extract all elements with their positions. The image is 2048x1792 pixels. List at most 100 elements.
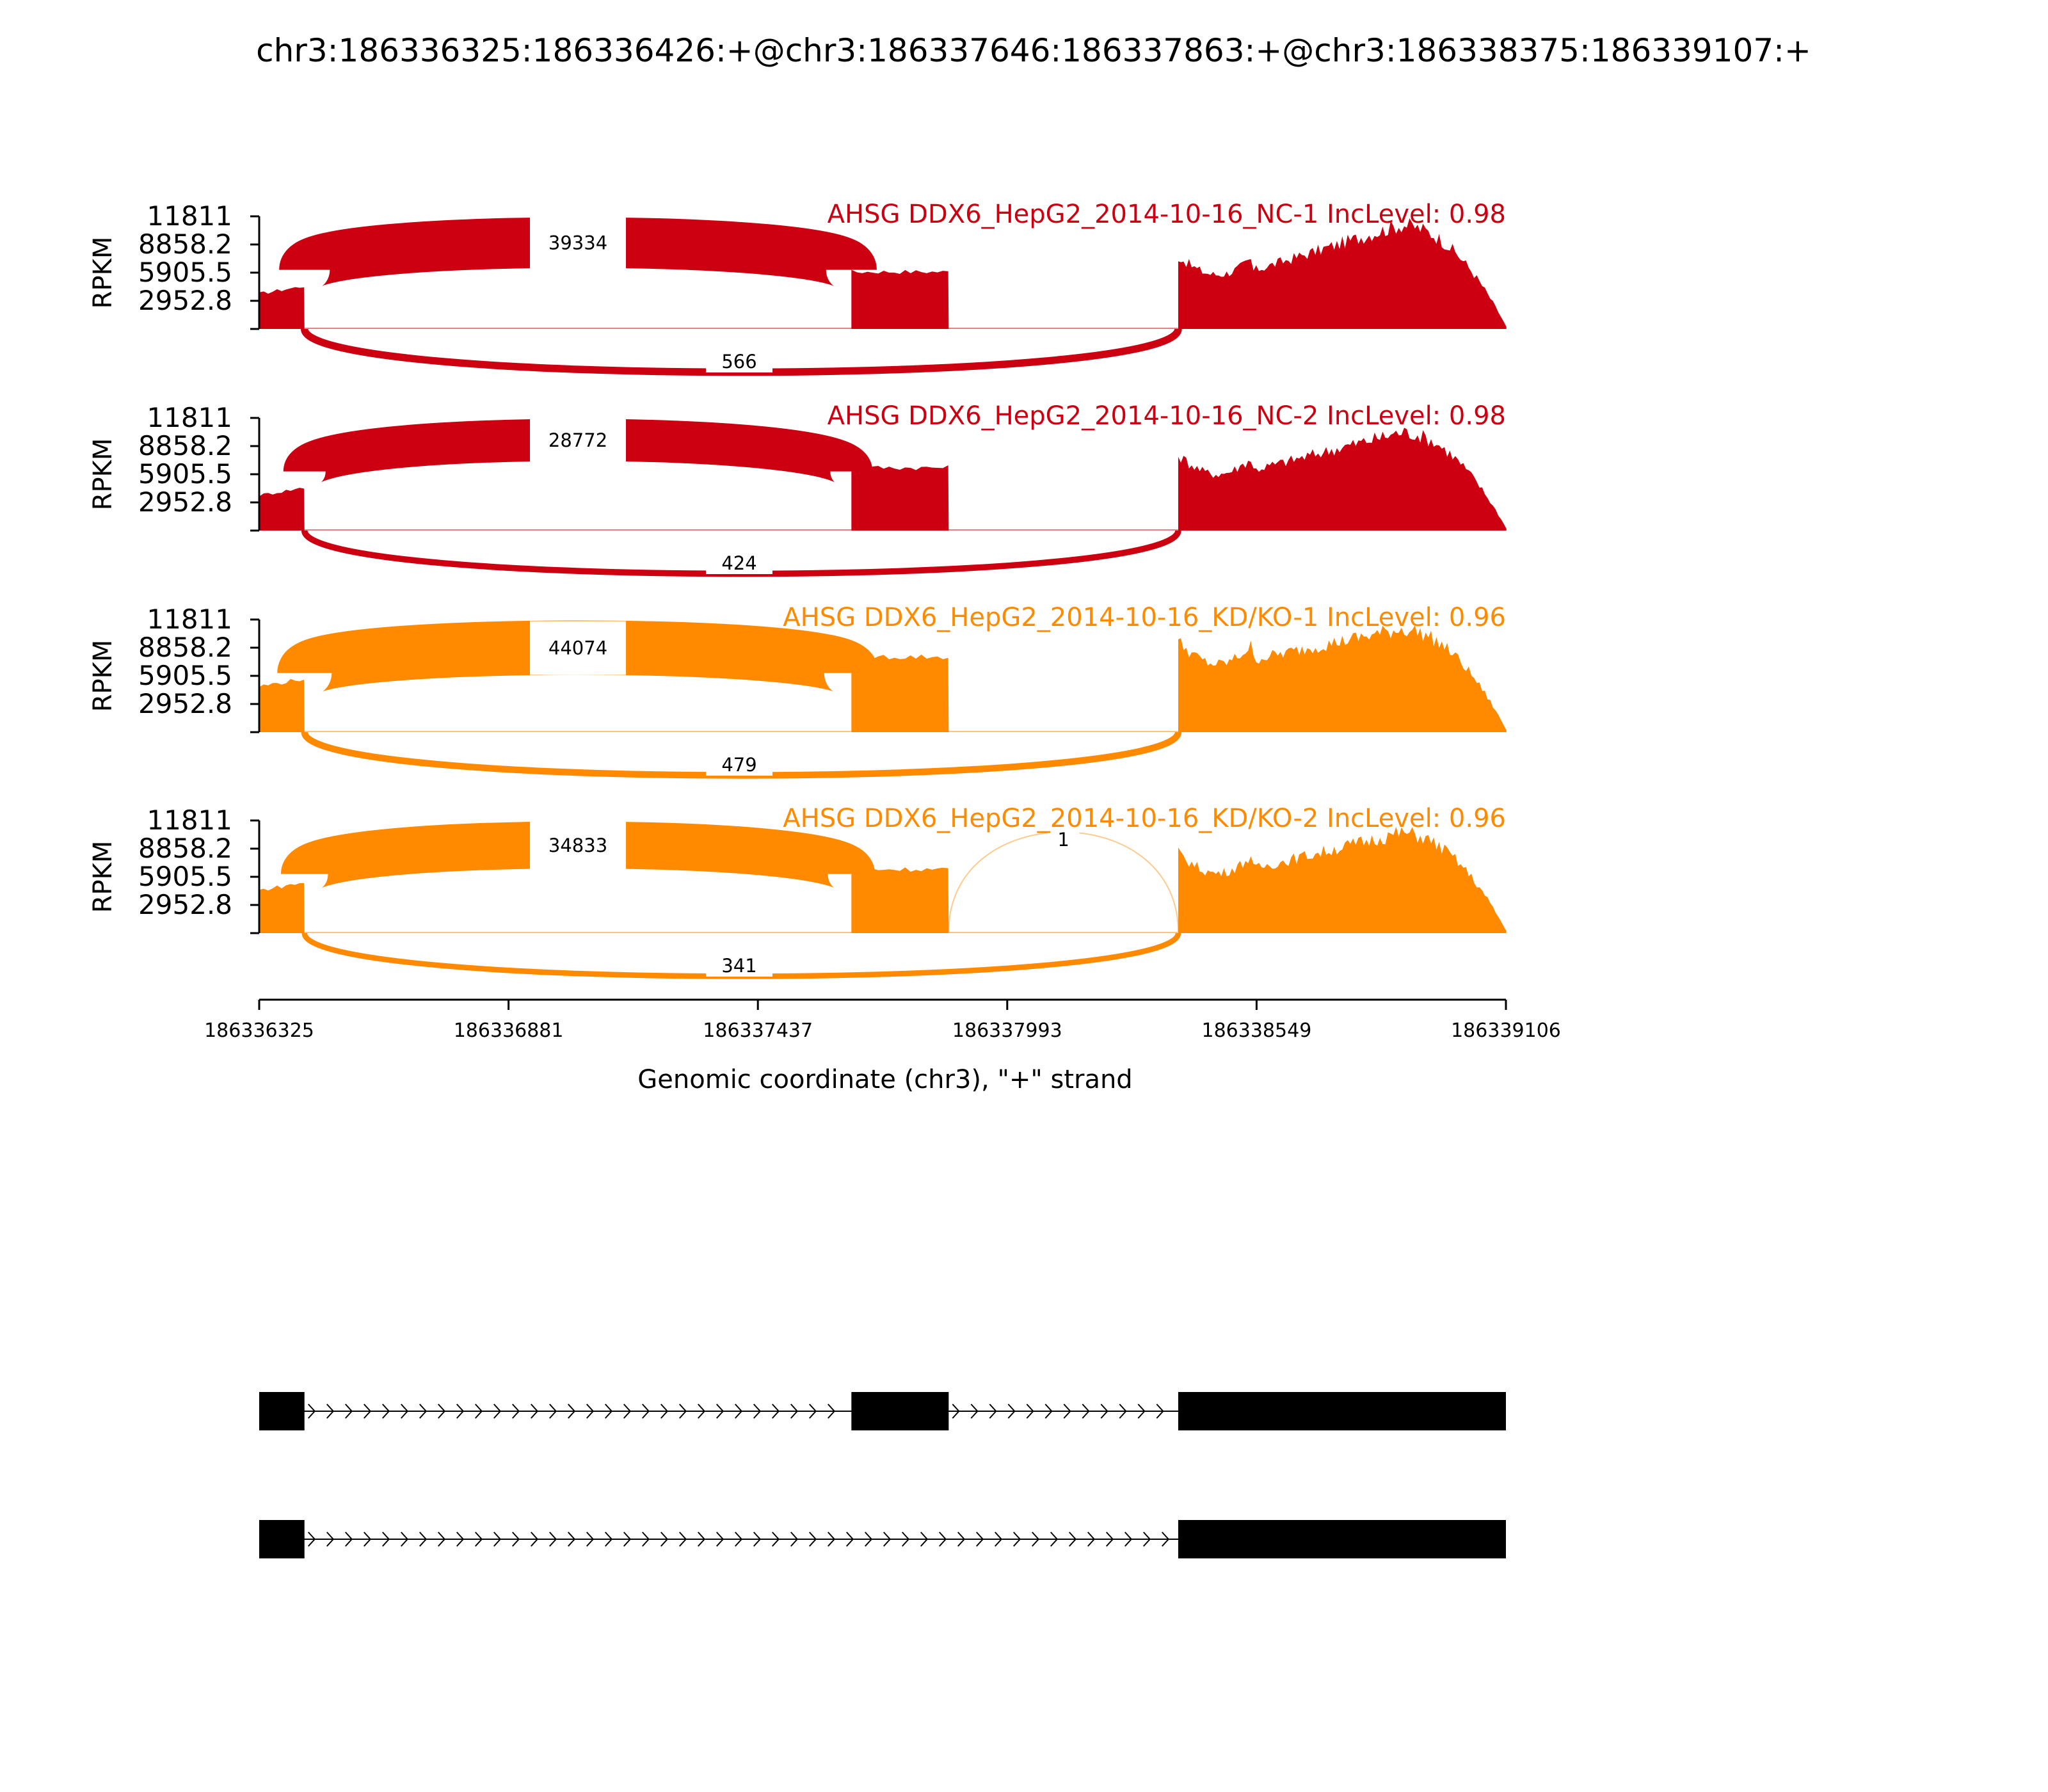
strand-arrow bbox=[364, 1404, 372, 1419]
strand-arrow bbox=[716, 1532, 724, 1547]
exon-block bbox=[259, 1520, 305, 1558]
y-tick-label: 5905.5 bbox=[138, 458, 232, 490]
x-tick-label: 186336881 bbox=[454, 1020, 564, 1042]
y-tick-label: 2952.8 bbox=[138, 486, 232, 518]
y-tick-label: 8858.2 bbox=[138, 632, 232, 663]
strand-arrow bbox=[753, 1532, 762, 1547]
junction-label-bg bbox=[530, 413, 627, 467]
strand-arrow bbox=[1050, 1532, 1059, 1547]
exon-block bbox=[1178, 1520, 1506, 1558]
x-tick-label: 186336325 bbox=[204, 1020, 314, 1042]
strand-arrow bbox=[772, 1404, 780, 1419]
exon-block bbox=[259, 1392, 305, 1430]
junction-count: 39334 bbox=[548, 232, 607, 254]
strand-arrow bbox=[753, 1404, 762, 1419]
coverage-exon2 bbox=[851, 269, 949, 329]
strand-arrow bbox=[1162, 1532, 1170, 1547]
strand-arrow bbox=[531, 1532, 539, 1547]
strand-arrow bbox=[623, 1532, 632, 1547]
strand-arrow bbox=[1013, 1532, 1021, 1547]
strand-arrow bbox=[790, 1404, 799, 1419]
strand-arrow bbox=[1026, 1404, 1034, 1419]
y-axis-label: RPKM bbox=[88, 640, 118, 712]
strand-arrow bbox=[419, 1404, 428, 1419]
junction-label-bg bbox=[706, 954, 772, 977]
strand-arrow bbox=[456, 1404, 465, 1419]
strand-arrow bbox=[493, 1404, 502, 1419]
strand-arrow bbox=[660, 1532, 669, 1547]
strand-arrow bbox=[989, 1404, 997, 1419]
strand-arrow bbox=[698, 1532, 706, 1547]
strand-arrow bbox=[308, 1532, 316, 1547]
strand-arrow bbox=[512, 1532, 520, 1547]
strand-arrow bbox=[568, 1404, 576, 1419]
strand-arrow bbox=[1124, 1532, 1133, 1547]
sample-label: AHSG DDX6_HepG2_2014-10-16_NC-2 IncLevel… bbox=[828, 401, 1506, 431]
y-tick-label: 5905.5 bbox=[138, 257, 232, 288]
coverage-exon2 bbox=[851, 653, 949, 732]
strand-arrow bbox=[735, 1404, 743, 1419]
strand-arrow bbox=[605, 1532, 613, 1547]
coverage-exon3 bbox=[1178, 428, 1507, 531]
strand-arrow bbox=[790, 1532, 799, 1547]
junction-label-bg bbox=[706, 753, 772, 776]
strand-arrow bbox=[382, 1404, 390, 1419]
coverage-exon2 bbox=[851, 465, 949, 531]
strand-arrow bbox=[1100, 1404, 1108, 1419]
strand-arrow bbox=[970, 1404, 979, 1419]
coverage-exon3 bbox=[1178, 625, 1507, 732]
strand-arrow bbox=[809, 1404, 817, 1419]
coverage-exon1 bbox=[259, 488, 305, 531]
strand-arrow bbox=[326, 1404, 335, 1419]
coverage-panels: 39334566118118858.25905.52952.8RPKMAHSG … bbox=[88, 200, 1507, 979]
y-tick-label: 8858.2 bbox=[138, 228, 232, 260]
strand-arrow bbox=[679, 1532, 687, 1547]
strand-arrow bbox=[1044, 1404, 1053, 1419]
strand-arrow bbox=[401, 1404, 409, 1419]
x-axis-label: Genomic coordinate (chr3), "+" strand bbox=[637, 1065, 1132, 1094]
exon-block bbox=[1178, 1392, 1506, 1430]
junction-label-bg bbox=[530, 621, 627, 675]
strand-arrow bbox=[735, 1532, 743, 1547]
junction-count: 566 bbox=[721, 351, 756, 372]
strand-arrow bbox=[1137, 1404, 1146, 1419]
strand-arrow bbox=[586, 1532, 595, 1547]
strand-arrow bbox=[345, 1532, 353, 1547]
x-tick-label: 186337437 bbox=[703, 1020, 813, 1042]
strand-arrow bbox=[438, 1404, 446, 1419]
x-tick-label: 186339106 bbox=[1451, 1020, 1561, 1042]
y-tick-label: 8858.2 bbox=[138, 430, 232, 461]
isoform-track bbox=[259, 1392, 1506, 1558]
y-tick-label: 2952.8 bbox=[138, 889, 232, 920]
y-tick-label: 2952.8 bbox=[138, 688, 232, 719]
strand-arrow bbox=[1087, 1532, 1096, 1547]
strand-arrow bbox=[865, 1532, 873, 1547]
strand-arrow bbox=[660, 1404, 669, 1419]
y-tick-label: 11811 bbox=[147, 200, 232, 232]
isoform bbox=[259, 1392, 1506, 1430]
strand-arrow bbox=[698, 1404, 706, 1419]
y-axis-label: RPKM bbox=[88, 438, 118, 511]
strand-arrow bbox=[605, 1404, 613, 1419]
strand-arrow bbox=[828, 1404, 836, 1419]
junction-label-bg bbox=[706, 349, 772, 372]
sample-label: AHSG DDX6_HepG2_2014-10-16_NC-1 IncLevel… bbox=[828, 200, 1506, 229]
strand-arrow bbox=[549, 1532, 557, 1547]
figure-title: chr3:186336325:186336426:+@chr3:18633764… bbox=[256, 32, 1811, 69]
strand-arrow bbox=[549, 1404, 557, 1419]
coverage-exon3 bbox=[1178, 826, 1507, 933]
strand-arrow bbox=[438, 1532, 446, 1547]
strand-arrow bbox=[952, 1404, 960, 1419]
strand-arrow bbox=[419, 1532, 428, 1547]
coverage-exon1 bbox=[259, 678, 305, 732]
strand-arrow bbox=[364, 1532, 372, 1547]
strand-arrow bbox=[679, 1404, 687, 1419]
strand-arrow bbox=[475, 1532, 483, 1547]
strand-arrow bbox=[976, 1532, 984, 1547]
strand-arrow bbox=[902, 1532, 910, 1547]
x-axis: 186336325 186336881 186337437 186337993 1863… bbox=[204, 998, 1561, 1042]
strand-arrow bbox=[1156, 1404, 1164, 1419]
junction-count: 44074 bbox=[548, 637, 607, 659]
